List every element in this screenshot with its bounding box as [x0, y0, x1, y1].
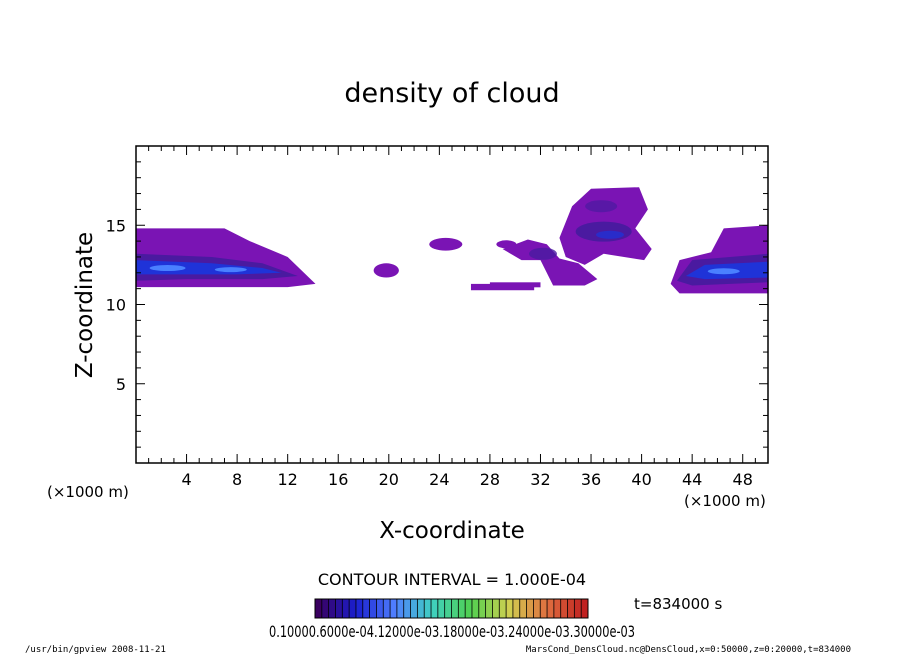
colorbar-segment	[553, 599, 561, 618]
colorbar-segment	[424, 599, 432, 618]
x-unit-label-right: (×1000 m)	[684, 492, 766, 510]
cloud-fill	[489, 282, 541, 288]
x-tick-label: 32	[530, 470, 550, 489]
plot-frame	[135, 145, 769, 464]
cloud-core	[214, 267, 247, 273]
cloud-core	[529, 247, 558, 260]
cloud-fill	[502, 239, 598, 286]
colorbar-segment	[431, 599, 438, 618]
colorbar-segment	[512, 599, 520, 618]
colorbar-segment	[581, 599, 588, 618]
cloud-core	[585, 200, 618, 213]
colorbar-segment	[410, 599, 418, 618]
colorbar-segment	[458, 599, 466, 618]
colorbar-segment	[335, 599, 343, 618]
x-tick-label: 28	[480, 470, 500, 489]
cloud-region	[136, 228, 316, 288]
cloud-region	[429, 237, 463, 251]
colorbar-tick-labels: 0.10000.6000e-04.12000e-03.18000e-03.240…	[269, 622, 635, 641]
cloud-region	[559, 187, 652, 265]
colorbar-segment	[396, 599, 404, 618]
cloud-core	[149, 265, 186, 272]
x-axis-label: X-coordinate	[379, 518, 525, 544]
colorbar-segment	[403, 599, 411, 618]
colorbar-segment	[321, 599, 329, 618]
footer-right: MarsCond_DensCloud.nc@DensCloud,x=0:5000…	[526, 645, 851, 654]
colorbar-segment	[437, 599, 445, 618]
y-tick-label: 10	[106, 296, 126, 315]
cloud-density-field	[136, 187, 768, 294]
colorbar-segment	[383, 599, 391, 618]
contour-interval-label: CONTOUR INTERVAL = 1.000E-04	[318, 570, 586, 589]
colorbar-segment	[492, 599, 500, 618]
y-axis-ticks: 5 10 15	[106, 161, 768, 448]
x-tick-label: 8	[232, 470, 242, 489]
time-label: t=834000 s	[634, 595, 722, 613]
colorbar-segment	[465, 599, 472, 618]
colorbar-segment	[355, 599, 363, 618]
colorbar-segment	[417, 599, 425, 618]
x-tick-label: 20	[379, 470, 399, 489]
colorbar-segment	[560, 599, 568, 618]
x-tick-label: 16	[328, 470, 348, 489]
x-tick-label: 40	[631, 470, 651, 489]
colorbar-segment	[349, 599, 356, 618]
colorbar-segment	[328, 599, 336, 618]
cloud-region	[470, 239, 598, 291]
colorbar-segment	[369, 599, 377, 618]
cloud-core	[707, 268, 740, 275]
colorbar-segment	[362, 599, 370, 618]
colorbar-segment	[567, 599, 575, 618]
colorbar-segment	[390, 599, 397, 618]
cloud-region	[670, 225, 768, 294]
colorbar-segment	[451, 599, 459, 618]
cloud-region	[373, 263, 399, 278]
colorbar-segment	[540, 599, 548, 618]
colorbar-segment	[376, 599, 384, 618]
cloud-fill	[373, 263, 399, 278]
colorbar-segment	[533, 599, 541, 618]
colorbar-segment	[519, 599, 527, 618]
colorbar-frame	[314, 598, 589, 619]
colorbar-segment	[499, 599, 507, 618]
x-tick-label: 24	[429, 470, 449, 489]
y-axis-label: Z-coordinate	[72, 232, 98, 378]
chart-title: density of cloud	[344, 78, 559, 109]
colorbar-segment	[547, 599, 554, 618]
cloud-core	[596, 230, 624, 239]
footer-left: /usr/bin/gpview 2008-11-21	[25, 645, 166, 654]
colorbar-segment	[485, 599, 493, 618]
colorbar-segment	[574, 599, 582, 618]
colorbar-segment	[342, 599, 350, 618]
cloud-fill	[454, 241, 463, 248]
x-tick-label: 4	[181, 470, 191, 489]
colorbar-segment	[526, 599, 534, 618]
x-tick-label: 36	[581, 470, 601, 489]
x-tick-label: 48	[733, 470, 753, 489]
x-axis-ticks: 4 8 12 16 20 24 28 32 36 40 44 48	[148, 146, 756, 489]
colorbar-segment	[478, 599, 486, 618]
cloud-fill	[496, 240, 517, 249]
x-unit-label-left: (×1000 m)	[47, 483, 129, 501]
x-tick-label: 44	[682, 470, 702, 489]
y-tick-label: 15	[106, 216, 126, 235]
colorbar-segment	[471, 599, 479, 618]
colorbar-segment	[444, 599, 452, 618]
x-tick-label: 12	[278, 470, 298, 489]
cloud-fill	[429, 237, 463, 251]
colorbar-segment	[506, 599, 513, 618]
colorbar	[314, 599, 588, 618]
y-tick-label: 5	[116, 375, 126, 394]
colorbar-segment	[315, 599, 322, 618]
